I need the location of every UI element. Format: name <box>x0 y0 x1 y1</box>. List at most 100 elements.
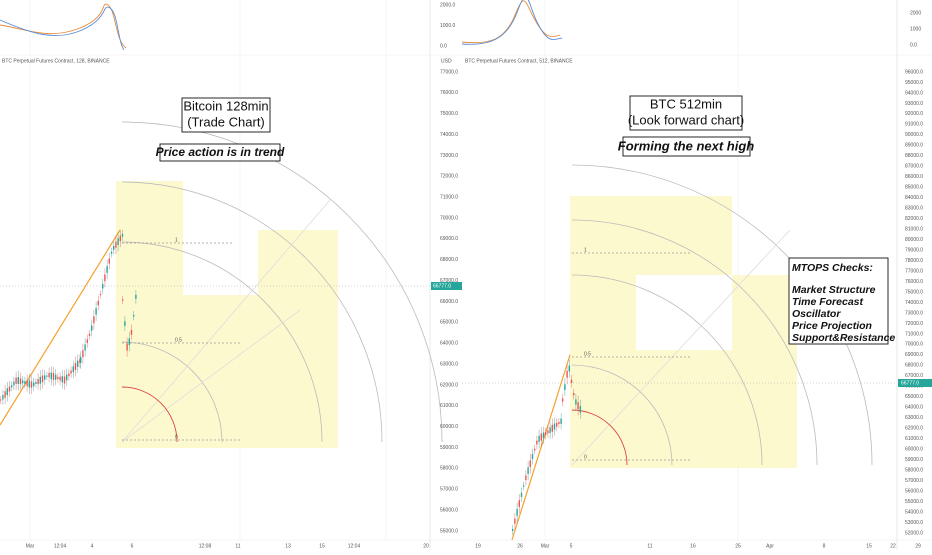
y-tick-label: 69000.0 <box>905 352 923 358</box>
candle-body <box>126 343 128 351</box>
price-tag-label: 66777.0 <box>901 380 919 386</box>
candle-body <box>119 235 121 242</box>
y-tick-label: 88000.0 <box>905 153 923 159</box>
annotation: BTC 512min <box>650 96 722 111</box>
y-tick-label: 83000.0 <box>905 206 923 212</box>
candle-body <box>133 314 135 317</box>
candle-body <box>50 372 52 380</box>
candle-body <box>558 422 560 425</box>
y-tick-label: 77000.0 <box>905 268 923 274</box>
y-tick-label: 81000.0 <box>905 226 923 232</box>
candle-body <box>88 333 91 336</box>
candle-body <box>93 316 95 324</box>
candle-body <box>99 294 102 296</box>
annotation: Price action is in trend <box>156 145 285 159</box>
y-tick-label: 84000.0 <box>905 195 923 201</box>
candle-body <box>41 375 44 383</box>
y-tick-label: 61000.0 <box>905 436 923 442</box>
candle-body <box>566 370 568 378</box>
x-tick-label: 12:04 <box>54 543 67 549</box>
candle-body <box>575 399 577 405</box>
candle-body <box>551 424 553 432</box>
oscillator <box>0 0 563 51</box>
x-tick-label: 15 <box>866 543 872 549</box>
candle-body <box>61 376 63 383</box>
y-tick-label: 73000.0 <box>440 153 458 159</box>
y-tick-label: 82000.0 <box>905 216 923 222</box>
annotation: Bitcoin 128min <box>183 98 268 113</box>
y-tick-label: 60000.0 <box>440 424 458 430</box>
y-tick-label: 65000.0 <box>905 394 923 400</box>
candle-body <box>30 381 33 388</box>
candle-body <box>560 418 562 424</box>
candle-body <box>553 423 556 430</box>
fib-label: 1 <box>584 247 587 253</box>
y-tick-label: 56000.0 <box>440 507 458 513</box>
candle-body <box>538 435 540 443</box>
y-tick-label: 72000.0 <box>905 321 923 327</box>
x-tick-label: 5 <box>570 543 573 549</box>
y-tick-label: 64000.0 <box>905 405 923 411</box>
candle-body <box>512 528 514 532</box>
candle-body <box>102 283 104 289</box>
y-tick-label: 93000.0 <box>905 101 923 107</box>
y-tick-label: 96000.0 <box>905 69 923 75</box>
candle-body <box>121 233 124 237</box>
osc-tick-label: 2000.0 <box>440 2 456 8</box>
price-line <box>0 285 897 384</box>
candle-body <box>124 321 126 326</box>
candle-body <box>514 518 516 524</box>
x-tick-label: 6 <box>131 543 134 549</box>
candle-body <box>573 393 575 396</box>
y-tick-label: 89000.0 <box>905 143 923 149</box>
x-tick-label: 29 <box>915 543 921 549</box>
candle-body <box>568 365 570 372</box>
candle-body <box>135 294 137 299</box>
y-tick-label: 79000.0 <box>905 247 923 253</box>
y-tick-label: 53000.0 <box>905 520 923 526</box>
candle-body <box>84 344 86 351</box>
checklist-item: Market Structure <box>792 284 876 296</box>
y-tick-label: 85000.0 <box>905 185 923 191</box>
checklist-item: Price Projection <box>792 320 872 332</box>
y-tick-label: 61000.0 <box>440 403 458 409</box>
y-tick-label: 74000.0 <box>440 132 458 138</box>
candle-body <box>59 376 61 381</box>
y-tick-label: 71000.0 <box>905 331 923 337</box>
candle-body <box>110 251 113 254</box>
x-tick-label: 11 <box>647 543 652 549</box>
y-tick-label: 59000.0 <box>440 445 458 451</box>
candle-body <box>115 241 117 248</box>
candle-body <box>523 485 525 487</box>
candle-body <box>52 373 55 380</box>
candle-body <box>68 373 70 377</box>
y-tick-label: 55000.0 <box>905 499 923 505</box>
y-tick-label: 57000.0 <box>905 478 923 484</box>
x-tick-label: Apr <box>766 543 774 549</box>
y-tick-label: 58000.0 <box>440 466 458 472</box>
fib-label: 1 <box>175 237 178 243</box>
annotation: (Trade Chart) <box>187 114 265 129</box>
candle-body <box>545 432 547 435</box>
candle-body <box>562 398 564 402</box>
y-tick-label: 62000.0 <box>905 426 923 432</box>
x-tick-label: 16 <box>690 543 696 549</box>
annotation-boxes <box>159 95 889 345</box>
y-tick-label: 60000.0 <box>905 447 923 453</box>
candle-body <box>39 376 41 384</box>
candle-body <box>74 363 77 370</box>
candle-body <box>77 360 79 367</box>
axis-unit: USD <box>441 58 452 64</box>
checklist-item: Support&Resistance <box>792 332 895 344</box>
candle-body <box>570 379 573 383</box>
y-tick-label: 72000.0 <box>440 174 458 180</box>
y-tick-label: 90000.0 <box>905 132 923 138</box>
y-tick-label: 62000.0 <box>440 382 458 388</box>
candle-body <box>82 350 84 358</box>
y-tick-label: 73000.0 <box>905 310 923 316</box>
x-tick-label: 8 <box>823 543 826 549</box>
osc-tick-label: 0.0 <box>440 43 447 49</box>
fib-label: 0.5 <box>584 351 591 357</box>
price-tag-label: 66777.0 <box>433 283 451 289</box>
y-tick-label: 78000.0 <box>905 258 923 264</box>
